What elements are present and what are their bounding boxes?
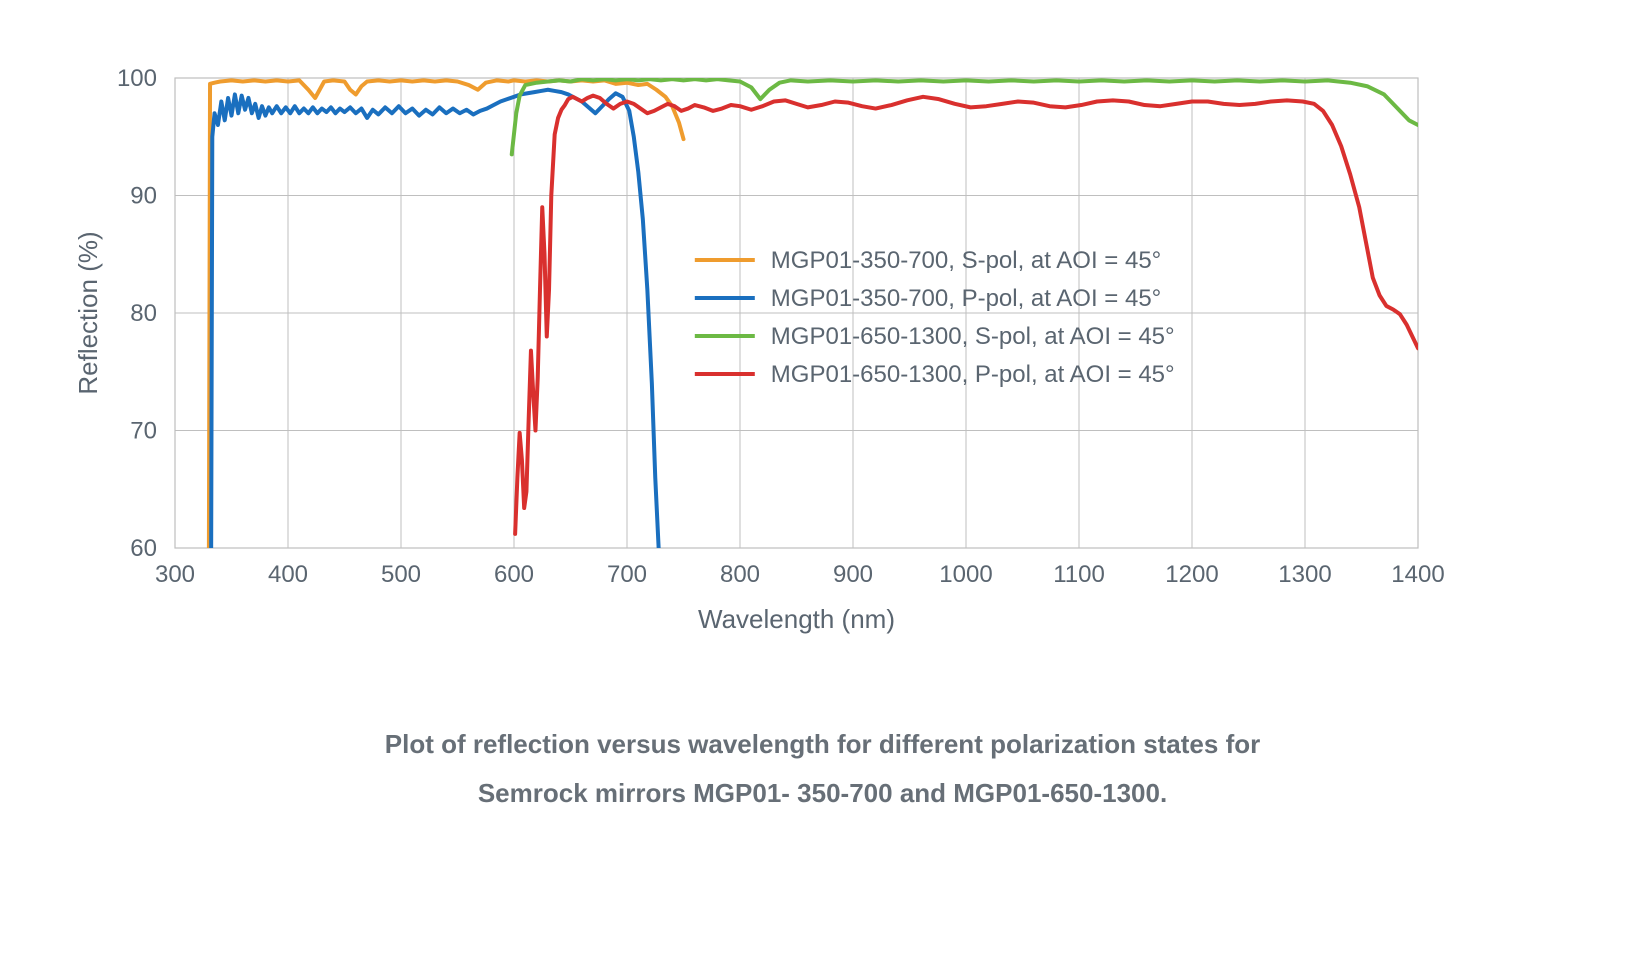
x-tick-label: 600 bbox=[494, 561, 534, 588]
series-line bbox=[515, 96, 1418, 534]
x-tick-label: 400 bbox=[268, 561, 308, 588]
x-tick-label: 700 bbox=[607, 561, 647, 588]
x-tick-label: 1100 bbox=[1053, 561, 1105, 588]
legend-label: MGP01-350-700, P-pol, at AOI = 45° bbox=[771, 285, 1161, 312]
series-line bbox=[211, 90, 658, 548]
y-tick-label: 100 bbox=[117, 65, 157, 92]
y-tick-label: 90 bbox=[130, 183, 157, 210]
x-tick-label: 1200 bbox=[1165, 561, 1218, 588]
legend-label: MGP01-650-1300, S-pol, at AOI = 45° bbox=[771, 323, 1175, 350]
x-axis-label: Wavelength (nm) bbox=[698, 604, 895, 634]
x-tick-label: 1300 bbox=[1278, 561, 1331, 588]
series-line bbox=[512, 79, 1418, 154]
x-tick-label: 1000 bbox=[939, 561, 992, 588]
legend-label: MGP01-650-1300, P-pol, at AOI = 45° bbox=[771, 361, 1175, 388]
x-tick-label: 900 bbox=[833, 561, 873, 588]
y-tick-label: 80 bbox=[130, 300, 157, 327]
chart-svg: 300 400 500 600 700 800 900 1000 1100 1200 1300 140… bbox=[60, 40, 1580, 700]
x-tick-label: 800 bbox=[720, 561, 760, 588]
series-group bbox=[209, 79, 1418, 548]
caption-line-1: Plot of reflection versus wavelength for… bbox=[0, 720, 1645, 769]
legend-label: MGP01-350-700, S-pol, at AOI = 45° bbox=[771, 247, 1161, 274]
legend: MGP01-350-700, S-pol, at AOI = 45° MGP01-… bbox=[695, 247, 1175, 388]
reflection-chart: 300 400 500 600 700 800 900 1000 1100 1200 1300 140… bbox=[60, 40, 1580, 800]
x-tick-label: 500 bbox=[381, 561, 421, 588]
figure-caption: Plot of reflection versus wavelength for… bbox=[0, 720, 1645, 819]
y-tick-labels: 60 70 80 90 100 bbox=[117, 65, 157, 562]
x-tick-label: 300 bbox=[155, 561, 195, 588]
y-tick-label: 70 bbox=[130, 418, 157, 445]
series-line bbox=[209, 80, 684, 548]
grid bbox=[175, 78, 1418, 548]
x-tick-labels: 300 400 500 600 700 800 900 1000 1100 1200 1300 140… bbox=[155, 561, 1445, 588]
y-tick-label: 60 bbox=[130, 535, 157, 562]
x-tick-label: 1400 bbox=[1391, 561, 1444, 588]
y-axis-label: Reflection (%) bbox=[73, 231, 103, 394]
caption-line-2: Semrock mirrors MGP01- 350-700 and MGP01… bbox=[0, 769, 1645, 818]
